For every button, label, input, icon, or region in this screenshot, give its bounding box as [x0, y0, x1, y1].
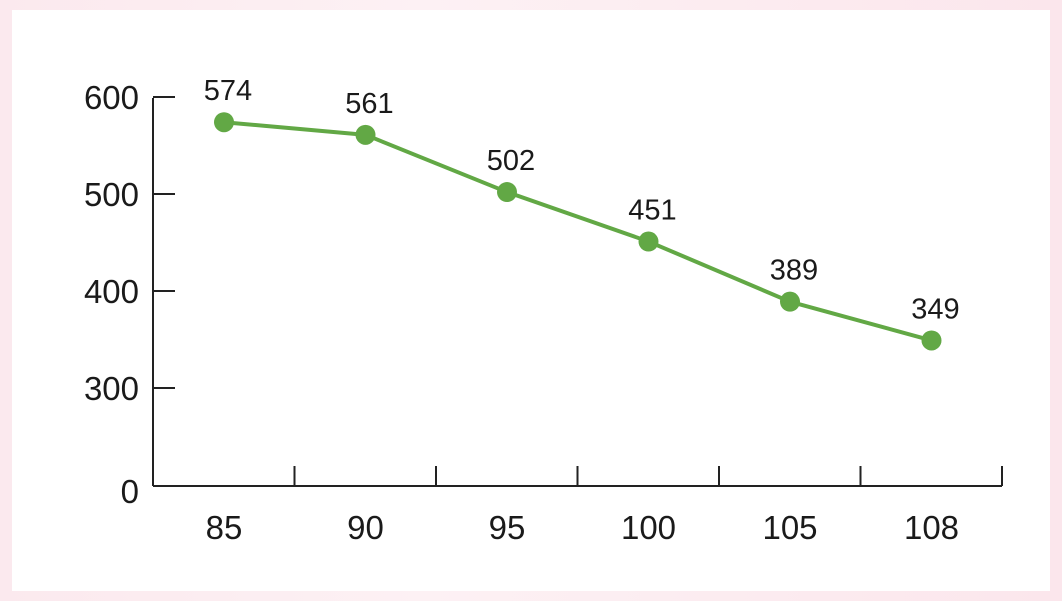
data-label: 389 [770, 255, 818, 287]
data-point [355, 124, 376, 145]
data-point [214, 112, 234, 133]
y-axis-ticks: 0 300 400 500 600 [84, 79, 175, 510]
x-tick-label: 108 [904, 509, 959, 546]
data-labels: 574 561 502 451 389 349 [204, 75, 960, 325]
data-label: 349 [911, 293, 959, 325]
x-axis-ticks: 85 90 95 100 105 108 [206, 466, 1003, 546]
chart-panel [12, 10, 1050, 591]
data-point [780, 291, 800, 312]
y-tick-label: 600 [84, 79, 139, 116]
y-tick-label: 400 [84, 273, 139, 310]
data-label: 561 [345, 88, 393, 120]
x-tick-label: 85 [206, 509, 243, 546]
x-tick-label: 95 [489, 509, 526, 546]
y-tick-label: 0 [121, 473, 139, 510]
series-line [222, 120, 934, 343]
x-tick-label: 100 [621, 509, 676, 546]
data-label: 574 [204, 75, 252, 107]
data-point [921, 330, 942, 351]
data-point [497, 182, 517, 203]
x-tick-label: 90 [347, 509, 384, 546]
data-label: 502 [487, 145, 535, 177]
axes [152, 98, 1002, 487]
y-tick-label: 300 [84, 370, 139, 407]
y-tick-label: 500 [84, 176, 139, 213]
x-tick-label: 105 [762, 509, 817, 546]
data-label: 451 [628, 195, 676, 227]
series [214, 112, 942, 351]
data-point [638, 231, 659, 252]
